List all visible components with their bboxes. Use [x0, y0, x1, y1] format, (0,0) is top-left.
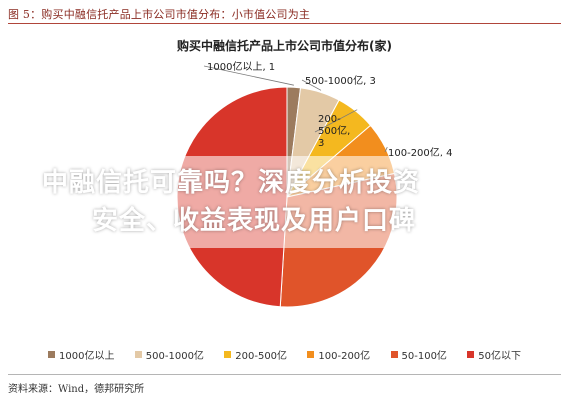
data-labels: 1000亿以上, 1 500-1000亿, 3 200-500亿, 3 100-200亿… — [207, 60, 453, 159]
legend-swatch — [134, 351, 142, 358]
legend-item-50yi-minus: 50亿以下 — [467, 347, 521, 362]
watermark-banner: 中融信托可靠吗？深度分析投资 安全、收益表现及用户口碑 — [0, 156, 569, 248]
legend-item-50-100yi: 50-100亿 — [390, 347, 447, 362]
source-note: 资料来源：Wind，德邦研究所 — [8, 384, 145, 395]
legend-swatch — [48, 351, 55, 358]
legend-label: 50-100亿 — [401, 351, 447, 362]
chart-title: 购买中融信托产品上市公司市值分布(家) — [177, 39, 392, 53]
legend-item-500-1000yi: 500-1000亿 — [134, 347, 204, 362]
data-label-leaders — [203, 65, 388, 153]
legend-label: 100-200亿 — [318, 351, 371, 362]
legend-item-100-200yi: 100-200亿 — [307, 347, 370, 362]
leader-line-500-1000yi — [301, 79, 322, 91]
watermark-line-2: 安全、收益表现及用户口碑 — [92, 206, 417, 236]
caption-rule — [8, 23, 561, 24]
legend-label: 1000亿以上 — [59, 351, 115, 362]
data-label-100-200yi: 100-200亿, 4 — [388, 146, 453, 159]
legend-swatch — [224, 351, 232, 358]
legend-item-1000yi-plus: 1000亿以上 — [48, 347, 114, 362]
legend-swatch — [390, 351, 398, 358]
watermark-line-1: 中融信托可靠吗？深度分析投资 — [42, 168, 421, 198]
figure-caption: 图 5：购买中融信托产品上市公司市值分布：小市值公司为主 — [8, 8, 311, 21]
legend-label: 200-500亿 — [235, 351, 288, 362]
legend-label: 50亿以下 — [478, 351, 521, 362]
data-label-500-1000yi: 500-1000亿, 3 — [305, 74, 376, 87]
legend-swatch — [467, 351, 475, 358]
legend-label: 500-1000亿 — [145, 351, 204, 362]
leader-line-1000yi-plus — [203, 65, 294, 86]
chart-legend: 1000亿以上 500-1000亿 200-500亿 100-200亿 50-100亿 5… — [48, 347, 521, 362]
source-rule — [8, 374, 561, 375]
legend-item-200-500yi: 200-500亿 — [224, 347, 287, 362]
legend-swatch — [307, 351, 315, 358]
leader-line-100-200yi — [384, 146, 388, 153]
data-label-1000yi-plus: 1000亿以上, 1 — [207, 60, 275, 73]
leader-line-200-500yi — [314, 109, 358, 133]
data-label-200-500yi: 200-500亿, 3 — [318, 114, 350, 149]
